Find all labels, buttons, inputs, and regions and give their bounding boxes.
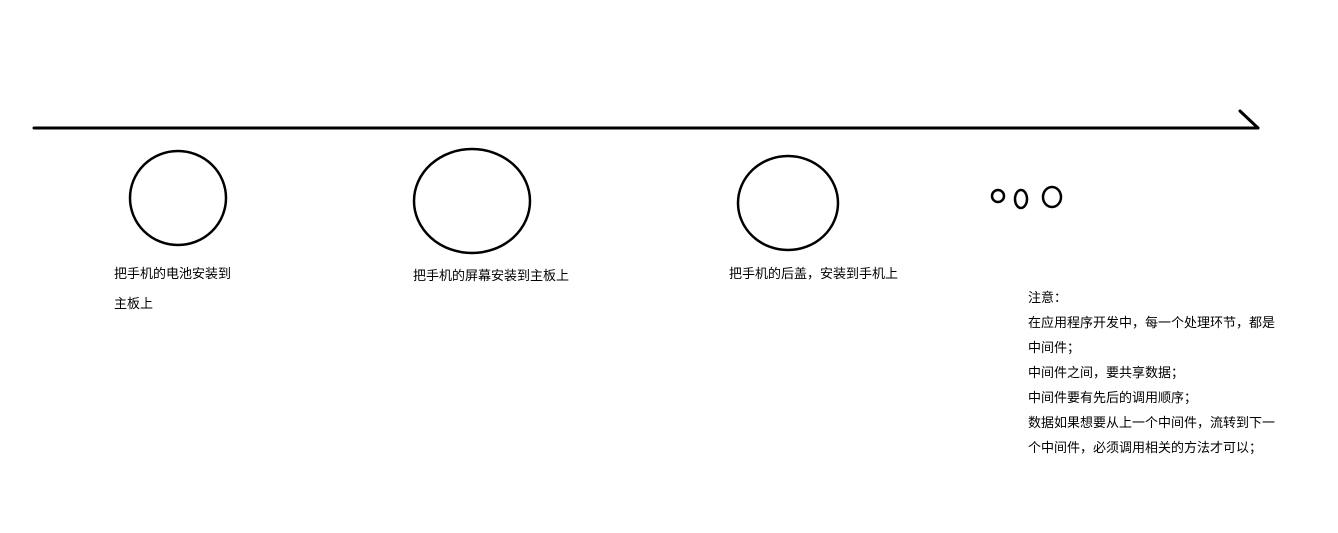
timeline-arrowhead [1238, 109, 1260, 130]
step-2-circle [412, 147, 532, 255]
step-1-label-line-2: 主板上 [114, 297, 154, 312]
note-title: 注意： [1028, 291, 1068, 306]
note-line: 中间件； [1028, 341, 1081, 356]
step-1-label: 把手机的电池安装到 主板上 [114, 260, 231, 320]
note-line: 中间件之间，要共享数据； [1028, 366, 1185, 381]
step-3-label-line-1: 把手机的后盖，安装到手机上 [729, 267, 899, 282]
step-3-circle [736, 154, 840, 252]
note-block: 注意： 在应用程序开发中，每一个处理环节，都是 中间件； 中间件之间，要共享数据… [1028, 286, 1288, 461]
step-1-label-line-1: 把手机的电池安装到 [114, 267, 232, 282]
note-line: 个中间件，必须调用相关的方法才可以； [1028, 441, 1263, 456]
note-line: 中间件要有先后的调用顺序； [1028, 391, 1198, 406]
step-2-label: 把手机的屏幕安装到主板上 [413, 262, 569, 292]
note-line: 在应用程序开发中，每一个处理环节，都是 [1028, 316, 1276, 331]
note-line: 数据如果想要从上一个中间件，流转到下一 [1028, 416, 1276, 431]
step-2-label-line-1: 把手机的屏幕安装到主板上 [413, 269, 570, 284]
ellipsis-dot-1 [990, 188, 1006, 204]
step-1-circle [128, 149, 228, 247]
ellipsis-dot-3 [1041, 185, 1063, 209]
step-3-label: 把手机的后盖，安装到手机上 [729, 260, 898, 290]
ellipsis-dot-2 [1013, 188, 1029, 210]
